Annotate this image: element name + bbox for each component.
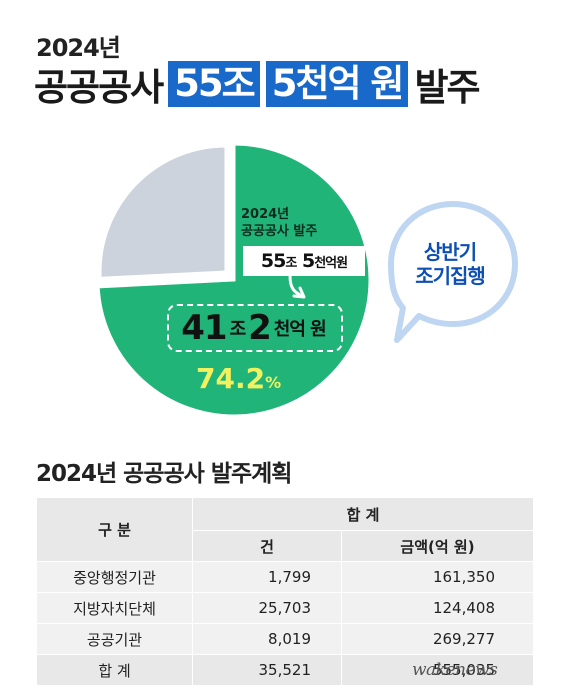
first-half-trillion: 41: [181, 308, 227, 348]
bubble-text: 상반기 조기집행: [392, 240, 508, 288]
title-highlight-amount-1: 55조: [168, 61, 260, 107]
header-amount: 금액(억 원): [341, 530, 534, 562]
total-amount-box: 55 조 5 천억원: [243, 246, 365, 276]
bubble-line-1: 상반기: [423, 240, 477, 264]
pie-slice-remaining: [98, 144, 228, 280]
total-amount-trillion-unit: 조: [285, 255, 297, 271]
title-prefix: 공공공사: [34, 66, 164, 109]
table-title: 2024년 공공공사 발주계획: [36, 461, 292, 487]
total-amount-hundred-billion: 5: [301, 250, 315, 272]
row-count: 1,799: [192, 561, 342, 593]
table-row: 지방자치단체 25,703 124,408: [36, 592, 534, 624]
pie-chart: [96, 142, 372, 418]
row-amount: 555,035: [341, 654, 534, 686]
row-amount: 124,408: [341, 592, 534, 624]
row-amount: 161,350: [341, 561, 534, 593]
down-arrow-icon: [288, 276, 306, 299]
first-half-hundred-billion: 2: [248, 308, 272, 348]
header-count: 건: [192, 530, 342, 562]
row-count: 35,521: [192, 654, 342, 686]
first-half-trillion-unit: 조: [229, 319, 247, 340]
main-title: 공공공사 55조 5천억 원 발주: [34, 60, 481, 109]
bubble-line-2: 조기집행: [415, 264, 486, 288]
title-highlight-amount-2: 5천억 원: [265, 61, 409, 107]
row-count: 8,019: [192, 623, 342, 655]
pie-slice-first-half: [96, 142, 372, 418]
title-suffix: 발주: [414, 66, 480, 109]
row-category: 중앙행정기관: [36, 561, 193, 593]
first-half-amount-box: 41 조 2 천억 원: [167, 304, 343, 352]
speech-bubble: [388, 201, 518, 343]
pie-order-label: 공공공사 발주: [241, 224, 318, 239]
total-amount-unit: 천억원: [314, 255, 348, 271]
row-category: 공공기관: [36, 623, 193, 655]
table-total-row: 합 계 35,521 555,035: [36, 654, 534, 686]
total-amount-trillion: 55: [260, 250, 286, 272]
row-category: 지방자치단체: [36, 592, 193, 624]
pie-year-label: 2024년: [241, 207, 290, 222]
watermark-logo: wakenews: [412, 660, 498, 680]
order-plan-table: 구 분 합 계 건 금액(억 원) 중앙행정기관 1,799 161,350 지…: [36, 497, 534, 686]
table-row: 공공기관 8,019 269,277: [36, 623, 534, 655]
row-amount: 269,277: [341, 623, 534, 655]
first-half-unit: 천억 원: [273, 319, 327, 340]
row-category: 합 계: [36, 654, 193, 686]
table-row: 중앙행정기관 1,799 161,350: [36, 561, 534, 593]
percent-unit: %: [265, 373, 282, 392]
year-title: 2024년: [36, 34, 121, 62]
header-total: 합 계: [192, 497, 534, 531]
header-category: 구 분: [36, 497, 193, 562]
percent-label: 74.2%: [196, 362, 281, 395]
row-count: 25,703: [192, 592, 342, 624]
percent-value: 74.2: [196, 362, 266, 395]
